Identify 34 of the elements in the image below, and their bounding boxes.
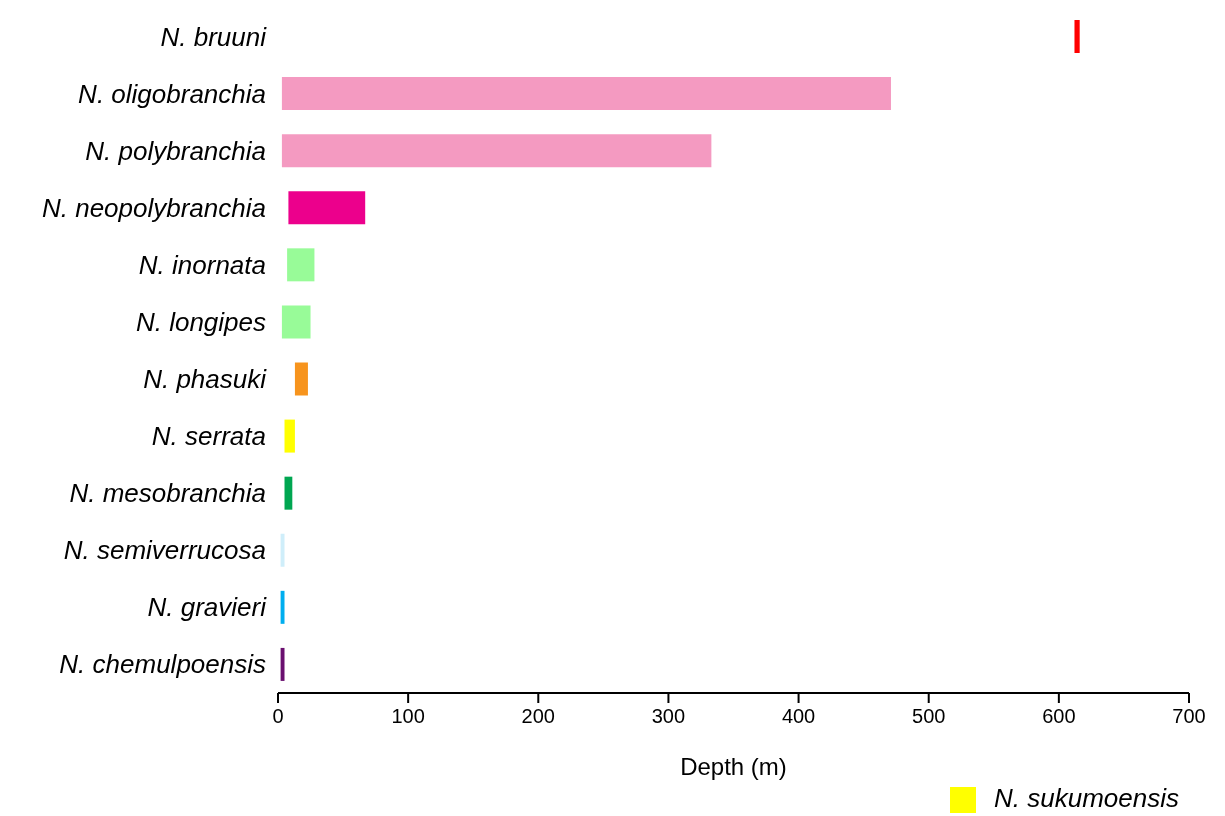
y-tick-label: N. serrata — [151, 421, 266, 452]
y-tick-label: N. polybranchia — [85, 135, 266, 166]
y-tick-label: N. gravieri — [147, 592, 268, 623]
y-tick-label: N. bruuni — [160, 21, 268, 52]
bar — [281, 305, 311, 339]
y-tick-label: N. neopolybranchia — [41, 192, 266, 223]
x-tick-label: 500 — [912, 705, 946, 728]
x-axis-title: Depth (m) — [680, 753, 787, 780]
x-tick-label: 200 — [521, 705, 555, 728]
y-tick-label: N. oligobranchia — [78, 78, 266, 109]
y-tick-label: N. inornata — [138, 249, 266, 280]
y-tick-label: N. mesobranchia — [69, 478, 266, 509]
x-tick-label: 700 — [1172, 705, 1206, 728]
x-tick-label: 0 — [272, 705, 284, 728]
y-tick-label: N. longipes — [135, 306, 266, 337]
x-tick-label: 300 — [651, 705, 686, 728]
x-tick-label: 600 — [1042, 705, 1076, 728]
bar — [287, 248, 315, 282]
bar — [284, 419, 295, 453]
bar — [281, 77, 891, 111]
bar — [280, 647, 285, 681]
bar — [288, 191, 366, 225]
bar — [1074, 20, 1080, 53]
y-tick-label: N. semiverrucosa — [63, 535, 266, 566]
bar — [280, 590, 285, 624]
bar — [294, 362, 308, 396]
y-tick-label: N. phasuki — [143, 364, 268, 395]
x-tick-label: 100 — [391, 705, 425, 728]
bar — [281, 134, 712, 168]
bar — [280, 533, 285, 567]
bar — [284, 476, 293, 510]
x-tick-label: 400 — [781, 705, 816, 728]
y-tick-label: N. chemulpoensis — [59, 649, 266, 680]
legend-label: N. sukumoensis — [994, 783, 1179, 813]
